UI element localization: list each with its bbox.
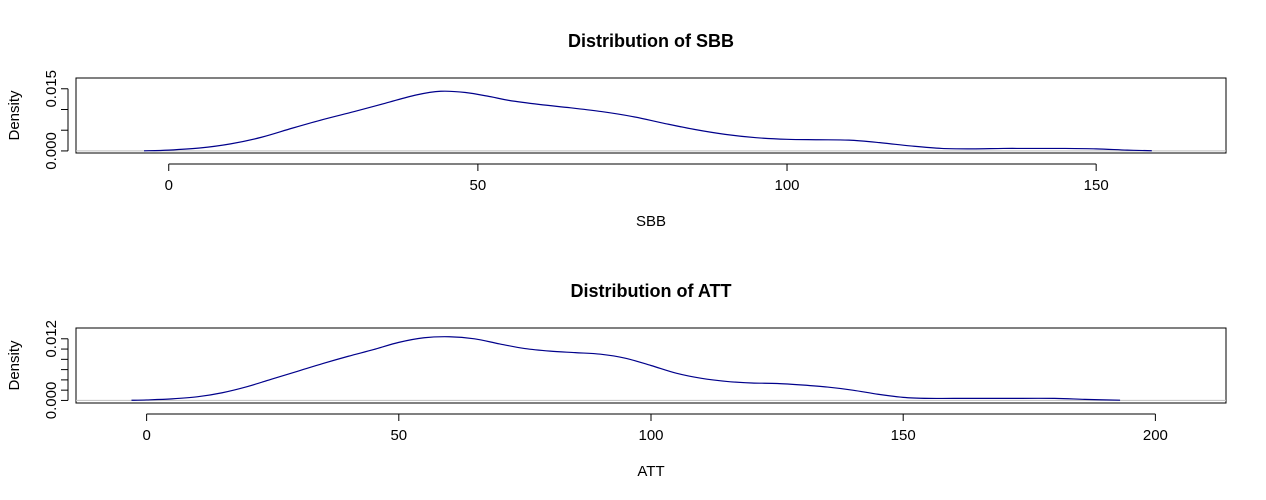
panel1-title: Distribution of SBB: [568, 31, 734, 51]
panel2-x-tick-label: 0: [142, 427, 150, 444]
panel1-x-tick-label: 50: [470, 177, 487, 194]
panel2-y-axis-label: Density: [6, 340, 23, 391]
panel1-x-tick-label: 100: [775, 177, 800, 194]
panel1-x-tick-label: 0: [165, 177, 173, 194]
panel1-plot-frame: [75, 77, 1227, 154]
panel2-y-tick-label: 0.000: [43, 382, 60, 420]
panel2-x-tick-label: 200: [1143, 427, 1168, 444]
panel2-x-tick-label: 50: [390, 427, 407, 444]
panel1-y-axis-label: Density: [6, 90, 23, 141]
panel2-y-tick-label: 0.012: [43, 320, 60, 358]
panel1-y-tick-label: 0.015: [43, 70, 60, 108]
panel1-x-tick-label: 150: [1084, 177, 1109, 194]
panel2-x-tick-label: 150: [891, 427, 916, 444]
panel2-plot-frame: [75, 327, 1227, 404]
panel2-x-tick-label: 100: [638, 427, 663, 444]
panel2-title: Distribution of ATT: [571, 281, 732, 301]
panel2-density-line: [131, 336, 1121, 401]
panel1-y-tick-label: 0.000: [43, 132, 60, 170]
panel2-x-axis-label: ATT: [637, 463, 664, 480]
panel1-density-line: [143, 90, 1152, 152]
panel1-x-axis-label: SBB: [636, 213, 666, 230]
